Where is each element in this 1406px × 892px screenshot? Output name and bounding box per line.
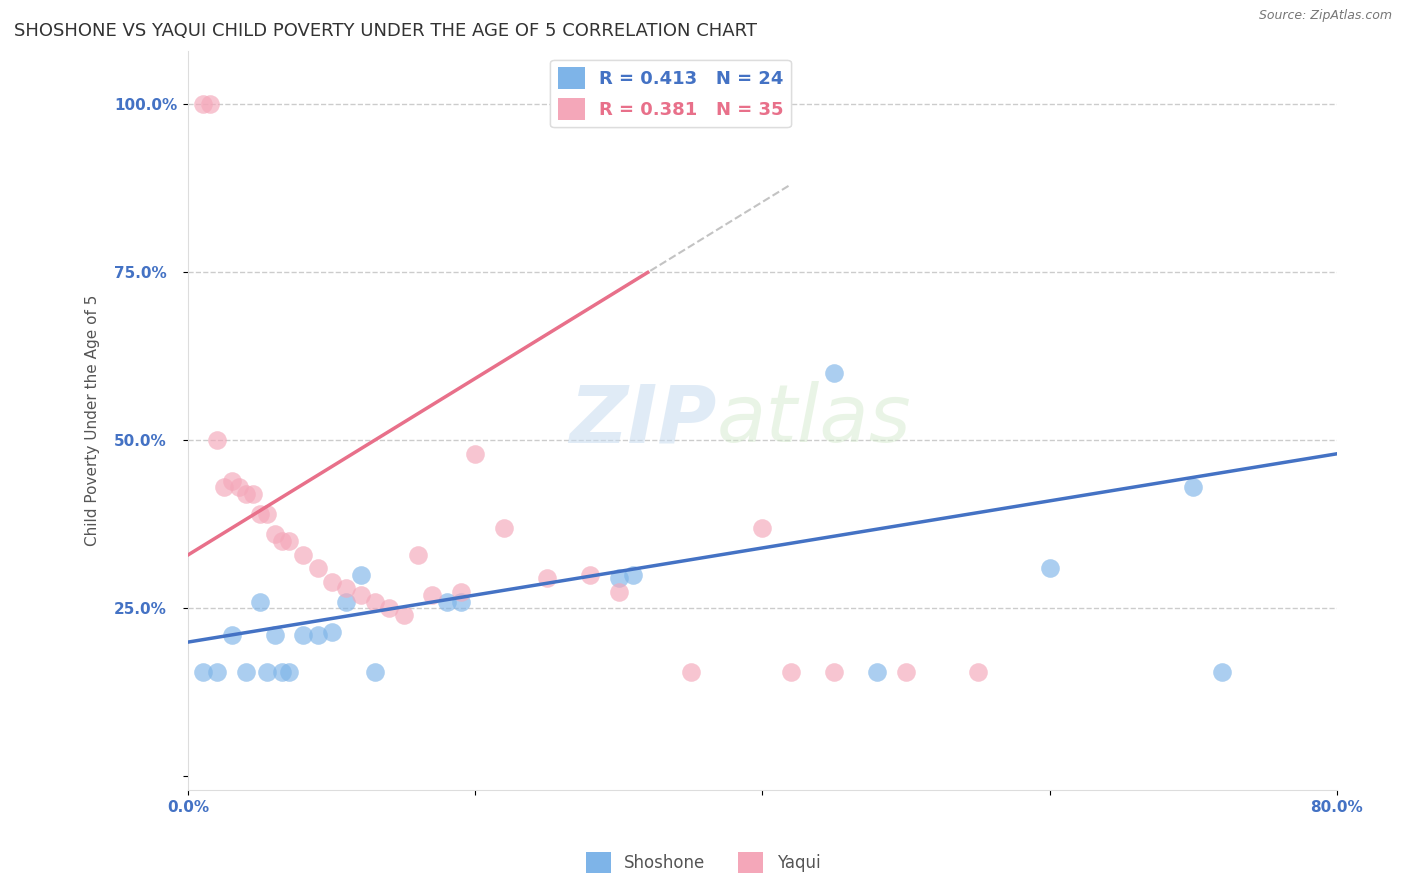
Point: [607, 571, 630, 585]
Point: [579, 567, 602, 582]
Point: [378, 601, 401, 615]
Legend: Shoshone, Yaqui: Shoshone, Yaqui: [579, 846, 827, 880]
Point: [205, 665, 228, 680]
Point: [536, 571, 558, 585]
Point: [751, 521, 773, 535]
Point: [242, 487, 264, 501]
Point: [866, 665, 889, 680]
Point: [191, 97, 214, 112]
Point: [263, 628, 285, 642]
Text: Source: ZipAtlas.com: Source: ZipAtlas.com: [1258, 9, 1392, 22]
Point: [307, 561, 329, 575]
Point: [256, 508, 278, 522]
Point: [335, 595, 357, 609]
Point: [321, 574, 343, 589]
Point: [392, 608, 415, 623]
Point: [263, 527, 285, 541]
Point: [350, 588, 373, 602]
Text: SHOSHONE VS YAQUI CHILD POVERTY UNDER THE AGE OF 5 CORRELATION CHART: SHOSHONE VS YAQUI CHILD POVERTY UNDER TH…: [14, 22, 756, 40]
Point: [278, 534, 301, 549]
Point: [780, 665, 803, 680]
Text: ZIP: ZIP: [569, 381, 717, 459]
Y-axis label: Child Poverty Under the Age of 5: Child Poverty Under the Age of 5: [86, 294, 100, 546]
Point: [1038, 561, 1060, 575]
Point: [270, 534, 292, 549]
Point: [350, 567, 373, 582]
Point: [235, 487, 257, 501]
Point: [307, 628, 329, 642]
Point: [494, 521, 516, 535]
Point: [450, 584, 472, 599]
Point: [214, 480, 236, 494]
Point: [292, 548, 315, 562]
Point: [966, 665, 988, 680]
Point: [894, 665, 917, 680]
Point: [450, 595, 472, 609]
Point: [1182, 480, 1205, 494]
Point: [364, 595, 387, 609]
Point: [221, 474, 243, 488]
Point: [364, 665, 387, 680]
Legend: R = 0.413   N = 24, R = 0.381   N = 35: R = 0.413 N = 24, R = 0.381 N = 35: [550, 60, 792, 128]
Point: [823, 366, 845, 380]
Point: [270, 665, 292, 680]
Point: [335, 581, 357, 595]
Point: [235, 665, 257, 680]
Point: [607, 584, 630, 599]
Point: [256, 665, 278, 680]
Point: [464, 447, 486, 461]
Point: [278, 665, 301, 680]
Point: [249, 595, 271, 609]
Point: [205, 434, 228, 448]
Point: [422, 588, 444, 602]
Point: [436, 595, 458, 609]
Point: [249, 508, 271, 522]
Point: [191, 665, 214, 680]
Point: [221, 628, 243, 642]
Point: [823, 665, 845, 680]
Point: [1211, 665, 1233, 680]
Point: [406, 548, 429, 562]
Point: [228, 480, 250, 494]
Point: [292, 628, 315, 642]
Point: [321, 624, 343, 639]
Point: [198, 97, 221, 112]
Point: [679, 665, 702, 680]
Text: atlas: atlas: [717, 381, 911, 459]
Point: [621, 567, 644, 582]
